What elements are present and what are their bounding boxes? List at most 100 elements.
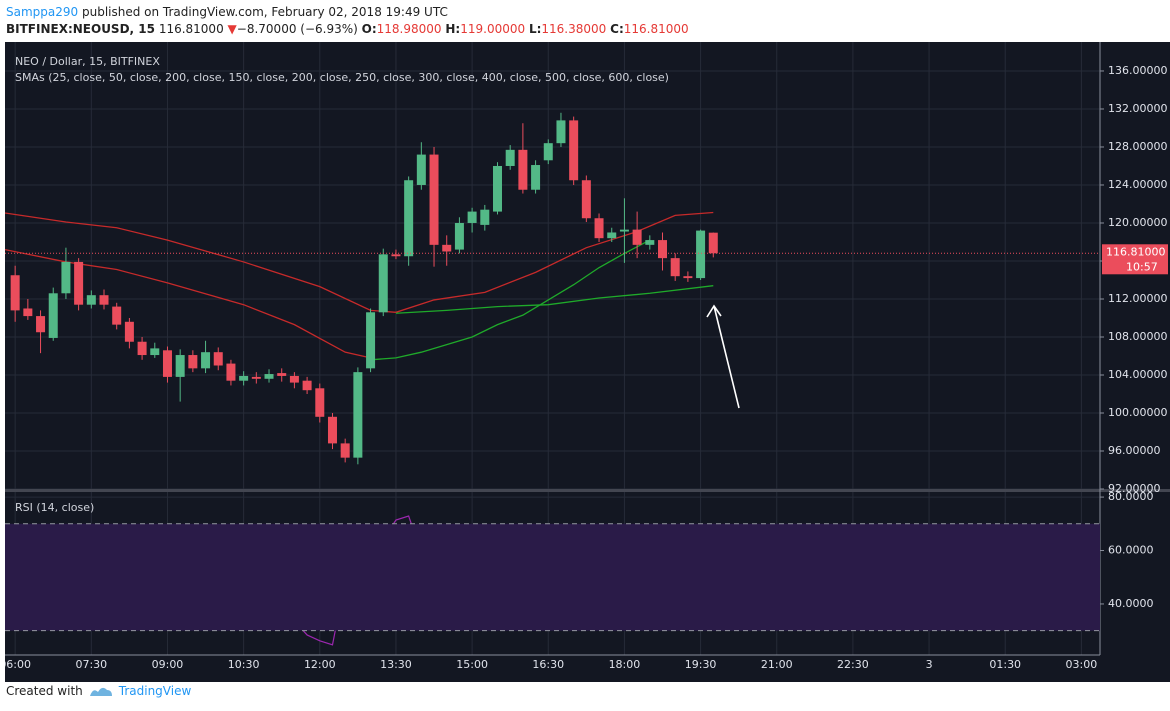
x-tick-label: 10:30 (228, 658, 260, 671)
candle-body (277, 373, 287, 376)
x-tick-label: 3 (926, 658, 933, 671)
chart: 06:00 07:30 09:00 10:30 12:00 13:30 15:00 16:30… (0, 42, 1170, 682)
logo (89, 687, 112, 696)
candle-body (505, 149, 515, 166)
author[interactable]: Samppa290 (6, 5, 79, 19)
y-tick-label: 92.00000 (1108, 482, 1161, 495)
candle-body (454, 222, 464, 250)
y-tick-label: 80.0000 (1108, 490, 1154, 503)
candle-body (378, 254, 388, 313)
candle-body (696, 230, 706, 279)
candle-body (619, 229, 629, 232)
candle-body (670, 258, 680, 277)
annotation-arrow (706, 304, 740, 409)
candle-body (632, 229, 642, 245)
candle-body (429, 154, 439, 245)
x-tick-label: 03:00 (1066, 658, 1098, 671)
y-tick-label: 100.00000 (1108, 406, 1168, 419)
x-tick-label: 13:30 (380, 658, 412, 671)
symbol: BITFINEX:NEOUSD, 15 (6, 22, 155, 36)
candle-body (327, 416, 337, 444)
y-tick-label: 60.0000 (1108, 544, 1154, 557)
c-label: C: (610, 22, 624, 36)
h-label: H: (445, 22, 461, 36)
change: −8.70000 (−6.93%) (236, 22, 358, 36)
candle-body (239, 375, 249, 381)
x-tick-label: 07:30 (75, 658, 107, 671)
published: published on TradingView.com, February 0… (81, 5, 448, 19)
x-tick-label: 19:30 (685, 658, 717, 671)
rsi-band (5, 523, 1100, 631)
candle-body (645, 240, 655, 245)
x-tick-label: 18:00 (609, 658, 641, 671)
candle-body (315, 388, 325, 417)
candle-body (23, 308, 33, 317)
y-tick-label: 108.00000 (1108, 330, 1168, 343)
chart-subtitle: SMAs (25, close, 50, close, 200, close, … (15, 71, 669, 84)
arrow-shaft (706, 304, 740, 409)
candle-body (36, 316, 46, 333)
x-tick-label: 16:30 (532, 658, 564, 671)
last-price-label: 116.81000 (1106, 245, 1166, 258)
y-tick-label: 104.00000 (1108, 368, 1168, 381)
o: 118.98000 (376, 22, 442, 36)
x-tick-label: 15:00 (456, 658, 488, 671)
candle-body (404, 180, 414, 257)
candle-body (581, 180, 591, 219)
candle-body (137, 341, 147, 356)
candle-body (162, 350, 172, 377)
candle-body (86, 295, 96, 305)
sma-line (395, 285, 714, 314)
candle-body (188, 355, 198, 369)
sma-line (5, 211, 714, 313)
x-tick-label: 22:30 (837, 658, 869, 671)
candle-body (391, 254, 401, 257)
candle-body (531, 165, 541, 190)
o-label: O: (361, 22, 377, 36)
candle-body (543, 143, 553, 161)
candle-body (518, 149, 528, 190)
chart-title: NEO / Dollar, 15, BITFINEX (15, 55, 160, 68)
x-tick-label: 01:30 (989, 658, 1021, 671)
candle-body (213, 352, 223, 366)
y-tick-label: 128.00000 (1108, 140, 1168, 153)
candle-body (480, 209, 490, 225)
l: 116.38000 (541, 22, 607, 36)
candle-body (492, 165, 502, 212)
x-tick-label: 12:00 (304, 658, 336, 671)
candle-body (416, 154, 426, 185)
candle-body (658, 240, 668, 259)
created: Created with (6, 684, 83, 698)
candle-body (124, 321, 134, 342)
brand[interactable]: TradingView (118, 684, 192, 698)
candle-body (201, 352, 211, 369)
candle-body (289, 375, 299, 383)
candle-body (112, 306, 122, 325)
candle-body (594, 218, 604, 239)
x-tick-label: 06:00 (0, 658, 31, 671)
candle-body (264, 374, 274, 379)
candle-body (48, 293, 58, 338)
candle-body (150, 348, 160, 356)
countdown: 10:57 (1126, 260, 1158, 273)
candle-body (251, 376, 261, 379)
footer: Created with TradingView (6, 684, 191, 698)
chart-title: RSI (14, close) (15, 501, 94, 514)
candle-body (708, 232, 718, 254)
candle-body (353, 372, 363, 458)
h: 119.00000 (460, 22, 526, 36)
y-tick-label: 40.0000 (1108, 597, 1154, 610)
candle-body (302, 380, 312, 391)
candle-body (99, 295, 109, 305)
candle-body (569, 120, 579, 181)
y-tick-label: 132.00000 (1108, 102, 1168, 115)
l-label: L: (528, 22, 542, 36)
y-tick-label: 124.00000 (1108, 178, 1168, 191)
c: 116.81000 (623, 22, 689, 36)
sma-line (370, 239, 651, 361)
header: Samppa290 published on TradingView.com, … (6, 4, 689, 38)
x-tick-label: 09:00 (152, 658, 184, 671)
y-tick-label: 136.00000 (1108, 64, 1168, 77)
y-tick-label: 112.00000 (1108, 292, 1168, 305)
